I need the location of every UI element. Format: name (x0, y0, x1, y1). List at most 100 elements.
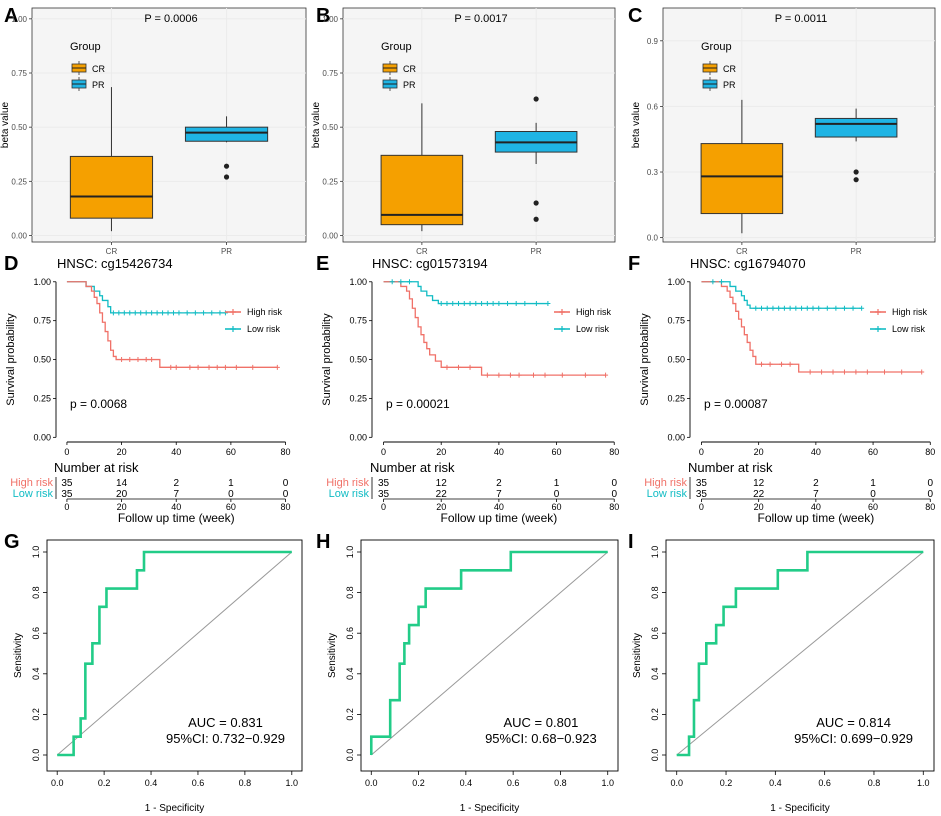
risk-x-tick-label: 20 (754, 502, 764, 512)
y-tick-label: 1.00 (33, 277, 51, 287)
y-tick-label: 1.0 (31, 546, 41, 559)
high-risk-censor-mark (274, 364, 280, 370)
risk-count-high: 2 (173, 478, 179, 489)
risk-count-low: 22 (753, 489, 765, 500)
x-tick-label: CR (106, 247, 118, 256)
y-tick-label: 1.0 (345, 546, 355, 559)
high-risk-censor-mark (819, 369, 825, 375)
survival-title: HNSC: cg16794070 (690, 256, 806, 271)
x-axis-label: Follow up time (week) (118, 511, 235, 525)
y-tick-label: 0.8 (345, 586, 355, 599)
legend-label-cr: CR (723, 64, 736, 74)
x-tick-label: 80 (281, 447, 291, 457)
low-risk-censor-mark (810, 305, 816, 311)
x-axis-label: 1 - Specificity (460, 803, 519, 814)
box-pr (184, 126, 269, 142)
outlier-point (533, 96, 539, 102)
y-tick-label: 0.25 (33, 393, 51, 403)
y-tick-label: 0.6 (31, 627, 41, 640)
y-tick-label: 1.00 (349, 277, 367, 287)
x-tick-label: 0.8 (239, 778, 252, 788)
y-axis-label: beta value (311, 101, 322, 148)
high-risk-censor-mark (582, 372, 588, 378)
risk-count-high: 35 (378, 478, 390, 489)
y-tick-label: 0.8 (31, 586, 41, 599)
roc-panel-1: 0.0 0.0 0.2 0.2 0.4 0.4 0.6 0.6 0.8 0.8 1.0 1.0 1 - … (13, 539, 303, 814)
risk-label-low: Low risk (647, 488, 688, 500)
high-risk-censor-mark (187, 364, 193, 370)
risk-x-tick-label: 80 (281, 502, 291, 512)
risk-count-high: 0 (927, 478, 933, 489)
high-risk-censor-mark (919, 369, 925, 375)
legend-label-cr: CR (403, 64, 416, 74)
high-risk-censor-mark (467, 364, 473, 370)
y-tick-label: 0.50 (11, 123, 27, 132)
low-risk-censor-mark (484, 301, 490, 307)
risk-count-high: 1 (870, 478, 876, 489)
risk-x-tick-label: 20 (436, 502, 446, 512)
high-risk-censor-mark (168, 364, 174, 370)
low-risk-censor-mark (121, 310, 127, 316)
x-tick-label: PR (531, 247, 542, 256)
risk-count-high: 35 (696, 478, 708, 489)
high-risk-censor-mark (214, 364, 220, 370)
x-tick-label: 0.2 (720, 778, 733, 788)
outlier-point (853, 177, 859, 183)
risk-count-low: 0 (228, 489, 234, 500)
ci-label: 95%CI: 0.68−0.923 (485, 731, 597, 746)
y-tick-label: 0.25 (349, 393, 367, 403)
high-risk-censor-mark (444, 364, 450, 370)
risk-count-low: 0 (554, 489, 560, 500)
legend-key-mark (230, 309, 236, 315)
outlier-point (853, 169, 859, 175)
x-tick-label: PR (221, 247, 232, 256)
low-risk-censor-mark (545, 301, 551, 307)
x-tick-label: 0.2 (412, 778, 425, 788)
low-risk-censor-mark (217, 310, 223, 316)
survival-title: HNSC: cg01573194 (372, 256, 488, 271)
panel-letter-d: D (4, 253, 18, 275)
y-tick-label: 0.4 (345, 668, 355, 681)
low-risk-censor-mark (209, 310, 215, 316)
low-risk-censor-mark (799, 305, 805, 311)
risk-x-tick-label: 60 (226, 502, 236, 512)
plot-frame (665, 539, 935, 772)
risk-table-title: Number at risk (370, 460, 455, 475)
high-risk-censor-mark (830, 369, 836, 375)
boxplot-panel-1: 0.00 0.25 0.50 0.75 1.00 CR PR beta value P = 0.… (0, 7, 307, 256)
high-risk-censor-mark (841, 369, 847, 375)
roc-curve (57, 550, 292, 757)
survival-title: HNSC: cg15426734 (57, 256, 173, 271)
outlier-point (223, 174, 230, 180)
low-risk-censor-mark (753, 305, 759, 311)
y-tick-label: 1.00 (667, 277, 685, 287)
x-tick-label: 0.4 (145, 778, 158, 788)
y-tick-label: 0.6 (345, 627, 355, 640)
x-tick-label: 0.6 (507, 778, 520, 788)
risk-count-high: 12 (436, 478, 448, 489)
risk-x-tick-label: 80 (925, 502, 935, 512)
risk-table-title: Number at risk (688, 460, 773, 475)
high-risk-censor-mark (603, 372, 609, 378)
boxplot-panel-3: 0.0 0.3 0.6 0.9 CR PR beta value P = 0.0011 Grou… (631, 7, 936, 256)
plot-frame (46, 539, 303, 772)
high-risk-censor-mark (899, 369, 905, 375)
legend-key-mark (875, 309, 881, 315)
risk-count-low: 35 (61, 489, 73, 500)
x-tick-label: 40 (494, 447, 504, 457)
high-risk-censor-mark (195, 364, 201, 370)
high-risk-censor-mark (542, 372, 548, 378)
roc-panel-2: 0.0 0.0 0.2 0.2 0.4 0.4 0.6 0.6 0.8 0.8 1.0 1.0 1 - … (327, 539, 619, 814)
low-risk-censor-mark (764, 305, 770, 311)
legend-label-pr: PR (92, 80, 105, 90)
risk-x-tick-label: 40 (811, 502, 821, 512)
x-tick-label: 0.0 (670, 778, 683, 788)
high-risk-censor-mark (559, 372, 565, 378)
high-risk-censor-mark (864, 369, 870, 375)
high-risk-censor-mark (807, 369, 813, 375)
x-axis-label: Follow up time (week) (758, 511, 875, 525)
risk-label-high: High risk (10, 477, 53, 489)
x-tick-label: 0 (64, 447, 69, 457)
